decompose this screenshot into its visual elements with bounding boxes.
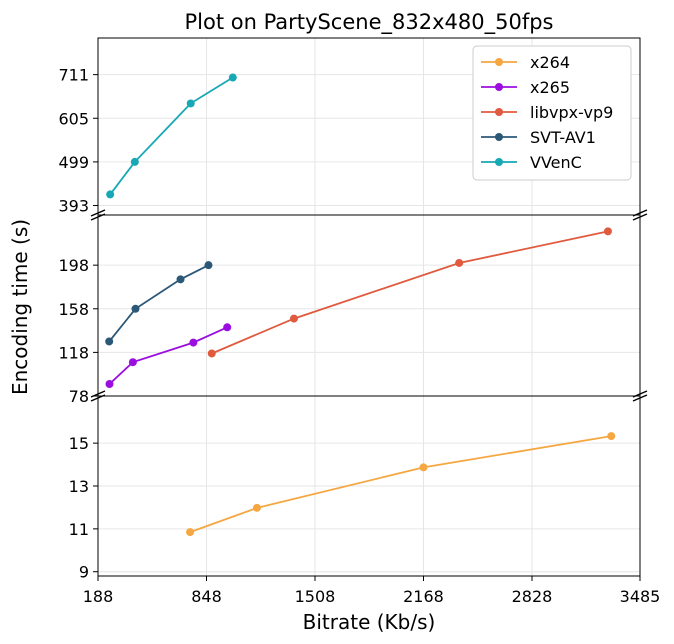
y-tick-label-p2-2: 13 <box>69 477 89 496</box>
data-point-libvpx-vp9-1 <box>289 314 298 323</box>
x-tick-label-1: 848 <box>191 587 222 606</box>
plot-area: 393 499 605 711 78 118 158 198 9 11 13 15 188 848 1508… <box>58 37 661 606</box>
x-tick-label-0: 188 <box>83 587 114 606</box>
data-point-libvpx-vp9-3 <box>603 227 612 236</box>
y-tick-label-p1-1: 118 <box>58 343 89 362</box>
y-tick-label-p0-1: 499 <box>58 153 89 172</box>
data-point-libvpx-vp9-0 <box>207 349 216 358</box>
y-tick-label-p0-0: 393 <box>58 197 89 216</box>
axis-break-1-1-b <box>632 394 648 402</box>
data-point-SVT-AV1-2 <box>176 275 185 284</box>
x-axis-label: Bitrate (Kb/s) <box>303 610 436 634</box>
y-tick-label-p2-3: 15 <box>69 434 89 453</box>
chart-title: Plot on PartyScene_832x480_50fps <box>185 10 554 35</box>
legend-label-x264: x264 <box>530 53 570 72</box>
legend-marker-x264 <box>495 58 503 66</box>
y-tick-label-p2-1: 11 <box>69 520 89 539</box>
y-axis-label: Encoding time (s) <box>8 219 32 395</box>
legend-box <box>472 45 632 181</box>
x-tick-label-5: 3485 <box>620 587 661 606</box>
data-point-x265-0 <box>105 380 114 389</box>
data-point-VVenC-2 <box>186 99 195 108</box>
legend-label-VVenC: VVenC <box>530 153 582 172</box>
legend-label-x265: x265 <box>530 78 570 97</box>
y-tick-label-p0-2: 605 <box>58 109 89 128</box>
data-point-x264-2 <box>419 463 428 472</box>
axis-break-0-1-b <box>632 213 648 221</box>
axis-break-0-0-b <box>90 213 106 221</box>
x-tick-label-4: 2828 <box>512 587 553 606</box>
axis-break-1-0-a <box>90 390 106 398</box>
axis-break-1-1-a <box>632 390 648 398</box>
axis-break-0-1-a <box>632 209 648 217</box>
legend-label-libvpx-vp9: libvpx-vp9 <box>530 103 613 122</box>
series-line-SVT-AV1 <box>108 264 209 343</box>
data-point-libvpx-vp9-2 <box>455 258 464 267</box>
x-tick-label-2: 1508 <box>295 587 336 606</box>
y-tick-label-p0-3: 711 <box>58 66 89 85</box>
series-line-libvpx-vp9 <box>211 230 609 355</box>
legend-label-SVT-AV1: SVT-AV1 <box>530 128 596 147</box>
data-point-SVT-AV1-1 <box>131 304 140 313</box>
legend-marker-libvpx-vp9 <box>495 108 503 116</box>
series-line-VVenC <box>109 76 234 195</box>
data-point-x265-3 <box>223 323 232 332</box>
series-line-x265 <box>108 326 228 385</box>
data-point-x265-2 <box>189 338 198 347</box>
data-point-x264-0 <box>186 528 195 537</box>
legend-marker-SVT-AV1 <box>495 133 503 141</box>
y-tick-label-p1-0: 78 <box>69 387 89 406</box>
data-point-VVenC-3 <box>228 73 237 82</box>
legend-marker-x265 <box>495 83 503 91</box>
legend: x264 x265 libvpx-vp9 SVT-AV1 VVenC <box>472 45 632 181</box>
y-tick-label-p2-0: 9 <box>79 563 89 582</box>
y-tick-label-p1-3: 198 <box>58 256 89 275</box>
axis-break-1-0-b <box>90 394 106 402</box>
data-point-SVT-AV1-0 <box>105 337 114 346</box>
data-point-x264-3 <box>607 432 616 441</box>
panel-frame-2 <box>97 395 641 577</box>
axis-break-0-0-a <box>90 209 106 217</box>
data-point-x265-1 <box>128 358 137 367</box>
y-tick-label-p1-2: 158 <box>58 300 89 319</box>
series-line-x264 <box>189 435 612 533</box>
legend-marker-VVenC <box>495 158 503 166</box>
x-tick-label-3: 2168 <box>403 587 444 606</box>
data-point-VVenC-0 <box>106 190 115 199</box>
data-point-SVT-AV1-3 <box>204 261 213 270</box>
data-point-VVenC-1 <box>130 157 139 166</box>
data-point-x264-1 <box>252 503 261 512</box>
